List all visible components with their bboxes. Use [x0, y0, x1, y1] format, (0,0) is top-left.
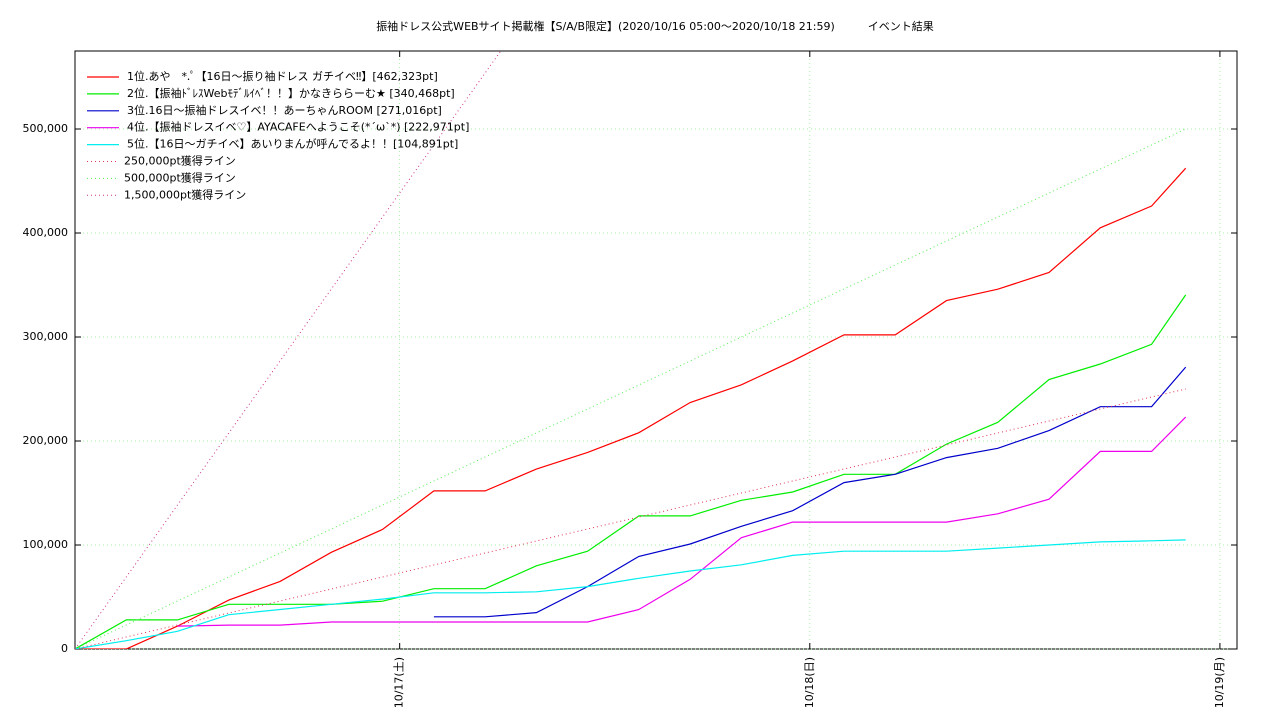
series-line — [177, 416, 1187, 627]
plot-area — [75, 51, 1187, 649]
y-tick-label: 100,000 — [23, 538, 69, 551]
legend-label: 2位.【振袖ﾄﾞﾚｽWebﾓﾃﾞﾙｲﾍﾞ！！】かなきららーむ★ [340,468… — [127, 86, 455, 100]
x-tick-label: 10/18(日) — [803, 657, 816, 708]
y-tick-label: 500,000 — [23, 122, 69, 135]
legend-label: 500,000pt獲得ライン — [124, 171, 236, 184]
legend-label: 5位.【16日〜ガチイベ】あいりまんが呼んでるよ！！[104,891pt] — [127, 137, 458, 151]
y-tick-label: 200,000 — [23, 434, 69, 447]
legend-label: 250,000pt獲得ライン — [124, 155, 236, 168]
legend-label: 1位.あや *.ﾟ【16日〜振り袖ドレス ガチイベ‼】[462,323pt] — [127, 69, 438, 83]
legend-label: 1,500,000pt獲得ライン — [124, 188, 246, 201]
chart-title: 振袖ドレス公式WEBサイト掲載権【S/A/B限定】(2020/10/16 05:… — [376, 19, 934, 33]
series-line — [75, 539, 1186, 649]
series-line — [75, 167, 1187, 649]
reference-line — [75, 128, 1186, 649]
x-tick-label: 10/17(土) — [393, 657, 406, 708]
reference-line — [75, 388, 1186, 649]
y-tick-label: 0 — [61, 642, 68, 655]
y-tick-label: 400,000 — [23, 226, 69, 239]
series-line — [433, 366, 1187, 618]
x-tick-label: 10/19(月) — [1213, 657, 1226, 708]
legend-label: 4位.【振袖ドレスイベ♡】AYACAFEへようこそ(*´ω`*) [222,97… — [127, 120, 469, 134]
legend-label: 3位.16日〜振袖ドレスイベ！！あーちゃんROOM [271,016pt] — [127, 103, 442, 117]
series-line — [75, 294, 1187, 649]
y-tick-label: 300,000 — [23, 330, 69, 343]
